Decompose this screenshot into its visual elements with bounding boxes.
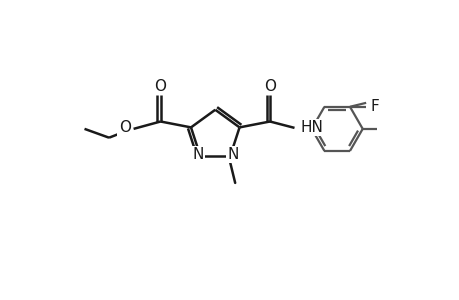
Text: HN: HN <box>300 120 323 135</box>
Text: F: F <box>369 99 378 114</box>
Text: O: O <box>118 120 130 135</box>
Text: O: O <box>263 79 275 94</box>
Text: O: O <box>154 79 166 94</box>
Text: N: N <box>192 147 203 162</box>
Text: N: N <box>227 147 238 162</box>
